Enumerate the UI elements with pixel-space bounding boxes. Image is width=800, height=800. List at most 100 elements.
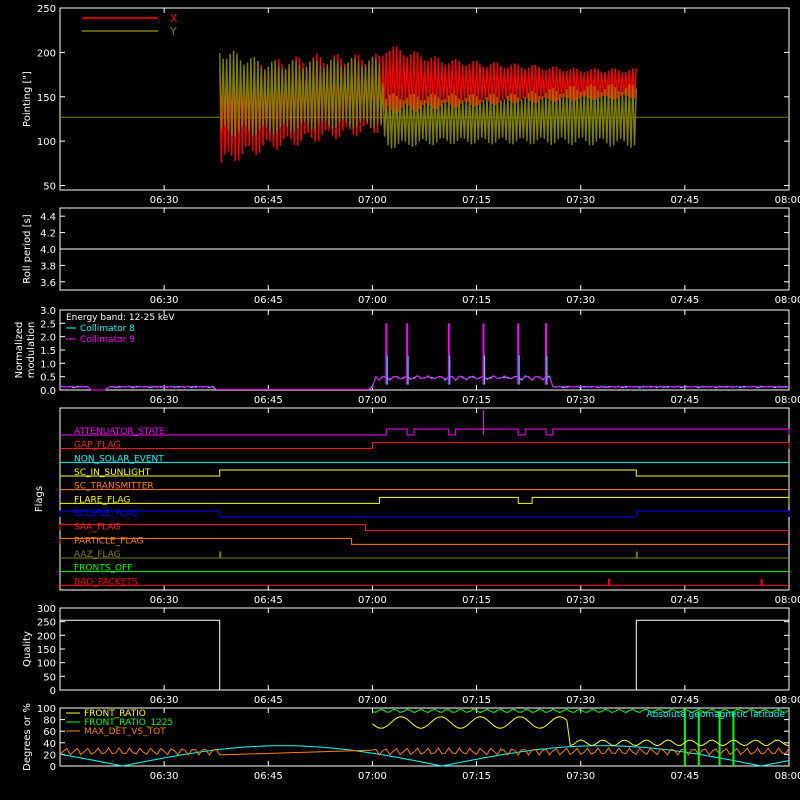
x-tick-label: 06:45 [254,295,283,306]
y-axis-label: Roll period [s] [22,214,33,283]
pointing-panel: 06:30 06:45 07:00 07:15 07:30 07:45 08:00 Point… [22,4,800,206]
y-tick-label: 4.2 [40,229,56,240]
flag-label: FLARE_FLAG [74,495,130,505]
y-tick-label: 3.6 [40,278,56,289]
y-tick-label: 100 [37,659,56,670]
x-tick-label: 06:30 [150,695,179,706]
x-tick-label: 07:15 [462,771,491,782]
x-tick-label: 07:30 [566,771,595,782]
x-tick-label: 08:00 [775,695,800,706]
x-tick-label: 08:00 [775,195,800,206]
y-axis-label: Flags [34,486,45,512]
y-tick-label: 1.0 [40,359,56,370]
plot-frame [59,707,790,767]
y-tick-label: 4.4 [40,212,56,223]
x-tick-label: 06:45 [254,395,283,406]
x-tick-label: 07:30 [566,595,595,606]
legend-label: FRONT_RATIO_1225 [84,718,173,728]
y-tick-label: 60 [43,727,56,738]
quality-panel: 06:30 06:45 07:00 07:15 07:30 07:45 08:00 Quali… [22,604,800,706]
flag-label: GAP_FLAG [74,441,120,451]
y-axis-label: Normalized [14,322,25,379]
y-tick-label: 0 [50,686,56,697]
x-tick-label: 07:45 [670,695,699,706]
x-tick-label: 07:45 [670,295,699,306]
collimator-9-trace [59,375,790,391]
flag-label: NON_SOLAR_EVENT [74,454,164,464]
x-tick-label: 06:30 [150,195,179,206]
x-tick-label: 07:45 [670,195,699,206]
x-tick-label: 06:30 [150,771,179,782]
x-tick-label: 06:30 [150,295,179,306]
modulation-panel: 06:30 06:45 07:00 07:15 07:30 07:45 08:00 Norma… [14,306,800,406]
front-ratio-trace [372,716,790,747]
y-tick-label: 50 [43,182,56,193]
y-tick-label: 200 [37,631,56,642]
flags-panel: 06:30 06:45 07:00 07:15 07:30 07:45 08:00 Flags… [34,407,800,606]
y-tick-label: 4.0 [40,245,56,256]
ratios-panel: 06:30 06:45 07:00 07:15 07:30 07:45 08:00 Degre… [22,703,800,782]
max-det-vs-tot-trace [59,747,790,756]
x-tick-label: 06:30 [150,595,179,606]
quality-trace [60,619,789,691]
flag-trace [60,578,789,586]
x-tick-label: 08:00 [775,395,800,406]
flag-trace [59,510,790,518]
x-tick-label: 08:00 [775,295,800,306]
y-tick-label: 50 [43,672,56,683]
x-tick-label: 06:45 [254,771,283,782]
x-tick-label: 07:00 [358,771,387,782]
y-tick-label: 150 [37,93,56,104]
y-tick-label: 3.0 [40,306,56,317]
flag-label: SC_TRANSMITTER [74,482,154,492]
x-tick-label: 08:00 [775,771,800,782]
flag-trace [60,428,790,436]
x-tick-label: 08:00 [775,595,800,606]
plot-frame [59,7,790,191]
x-tick-label: 07:30 [566,395,595,406]
x-tick-label: 07:45 [670,771,699,782]
flag-label: SC_IN_SUNLIGHT [74,468,151,478]
y-tick-label: 2.0 [40,333,56,344]
x-tick-label: 07:00 [358,195,387,206]
y-tick-label: 200 [37,48,56,59]
x-tick-label: 07:15 [462,295,491,306]
x-tick-label: 06:30 [150,395,179,406]
flag-trace [60,469,789,477]
y-tick-label: 150 [37,645,56,656]
annotation-label: Absolute geomagnetic latitude [646,710,785,720]
x-tick-label: 06:45 [254,595,283,606]
flag-trace [59,524,789,532]
y-tick-label: 20 [43,750,56,761]
flag-label: ECLIPSE_FLAG [74,509,138,519]
x-tick-label: 07:30 [566,295,595,306]
flag-trace [60,551,789,559]
geomagnetic-latitude-trace [59,745,790,767]
flag-label: BAD_PACKETS [74,577,138,587]
flag-label: ATTENUATOR_STATE [74,427,166,437]
legend-label: Collimator 8 [80,324,135,334]
legend-label: Energy band: 12-25 keV [66,313,175,323]
x-tick-label: 07:45 [670,395,699,406]
y-tick-label: 250 [37,4,56,15]
x-tick-label: 06:45 [254,195,283,206]
flag-label: FRONTS_OFF [74,564,132,574]
x-tick-label: 07:15 [462,195,491,206]
x-tick-label: 07:00 [358,295,387,306]
flag-label: AAZ_FLAG [74,550,121,560]
legend-label: FRONT_RATIO [84,709,146,719]
x-tick-label: 07:00 [358,595,387,606]
flag-trace [59,537,789,545]
legend-label: Y [169,25,177,38]
y-tick-label: 0.5 [40,373,56,384]
y-tick-label: 3.8 [40,261,56,272]
legend-label: MAX_DET_VS_TOT [84,727,166,737]
x-tick-label: 07:00 [358,395,387,406]
x-tick-label: 07:15 [462,395,491,406]
flag-trace [60,496,790,504]
legend-label: Collimator 9 [80,335,135,345]
flag-label: PARTICLE_FLAG [74,536,144,546]
y-tick-label: 300 [37,604,56,615]
x-tick-label: 07:15 [462,695,491,706]
